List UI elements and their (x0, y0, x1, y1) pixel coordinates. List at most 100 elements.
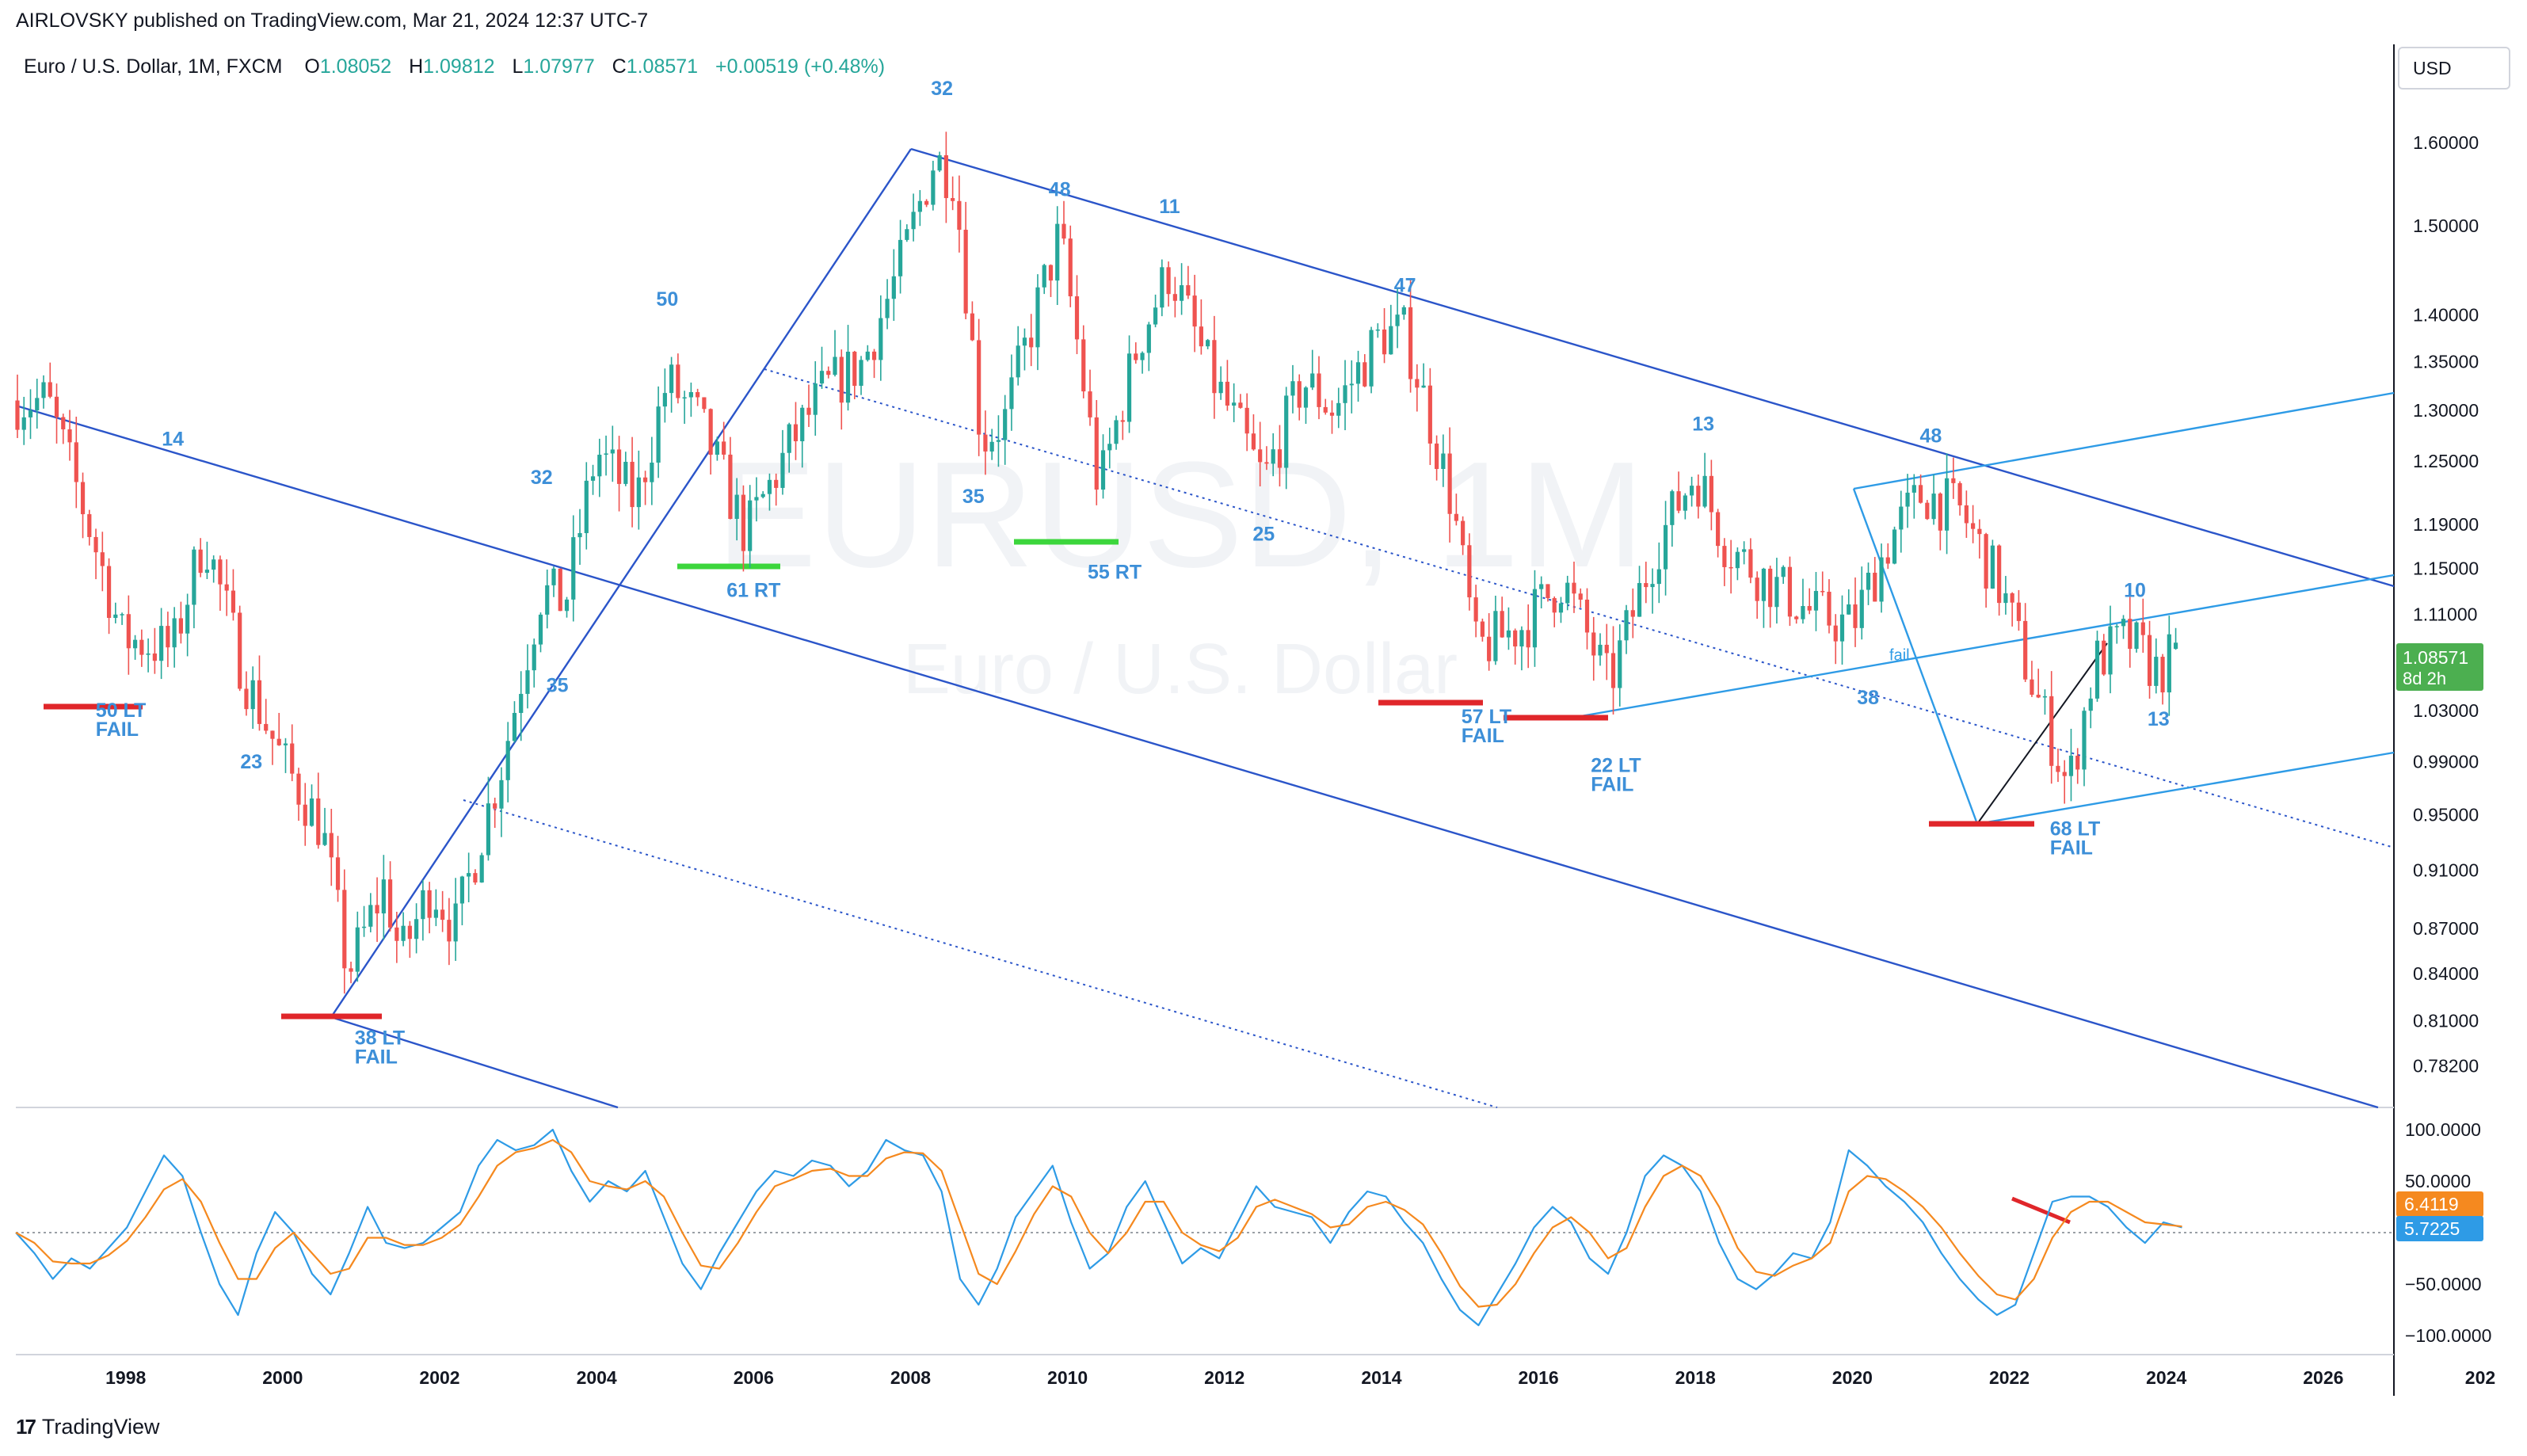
candle (551, 566, 556, 597)
candle-body (1794, 616, 1799, 619)
candle (1879, 543, 1884, 613)
candlestick-series (15, 131, 2178, 994)
candle-body (1728, 566, 1733, 569)
candle (1624, 604, 1629, 654)
candle (1467, 533, 1472, 611)
candle (2167, 616, 2171, 716)
candle-body (1408, 307, 1413, 379)
candle (564, 597, 570, 618)
candle (54, 383, 59, 444)
candle-body (642, 477, 648, 482)
candle-body (793, 424, 799, 442)
candle-body (440, 909, 445, 920)
candle (1251, 414, 1256, 451)
candle (1382, 307, 1387, 364)
candle-body (1421, 385, 1426, 388)
candle-body (1074, 296, 1080, 340)
candle-body (87, 514, 92, 537)
candle-body (185, 604, 190, 634)
candle (538, 612, 543, 653)
candle-body (493, 803, 497, 809)
candle-body (1964, 505, 1969, 524)
legend-open-label: O (304, 55, 320, 78)
candle (911, 193, 916, 242)
candle (361, 905, 367, 937)
candle (951, 176, 955, 211)
candle-body (905, 229, 909, 240)
candle (28, 389, 33, 440)
candle (447, 898, 452, 966)
wave-annotation: 11 (1159, 196, 1180, 218)
tradingview-logo[interactable]: 17 TradingView (16, 1415, 160, 1439)
candle-body (1644, 583, 1648, 588)
candle (106, 558, 112, 635)
candle-body (1016, 345, 1020, 378)
currency-box[interactable] (2398, 47, 2510, 90)
candle-body (21, 417, 26, 430)
candle-body (656, 406, 661, 463)
candle-body (421, 890, 425, 920)
candle-body (467, 873, 471, 877)
candle (682, 391, 687, 425)
candle (1696, 474, 1701, 519)
candle (806, 384, 811, 427)
candle-body (1022, 337, 1027, 346)
candle (1061, 200, 1066, 245)
candle-body (1873, 572, 1877, 602)
candle (1081, 325, 1086, 398)
legend-symbol[interactable]: Euro / U.S. Dollar, 1M, FXCM (24, 55, 283, 78)
wave-annotation-sub: FAIL (355, 1046, 398, 1069)
candle-body (35, 398, 40, 411)
candle (676, 353, 680, 404)
candle-body (2088, 698, 2093, 711)
candle (1984, 532, 1988, 608)
time-tick-label: 1998 (105, 1367, 146, 1388)
candle (636, 450, 641, 530)
candle-body (1558, 603, 1564, 613)
candle-body (983, 434, 988, 452)
candle (1349, 360, 1354, 414)
candle-body (1618, 640, 1622, 688)
candle-body (381, 879, 386, 914)
candle (1951, 457, 1956, 499)
candle (1683, 493, 1687, 520)
candle-body (1925, 502, 1930, 520)
candle-body (322, 833, 327, 845)
candle-body (139, 639, 144, 655)
candle-body (1572, 582, 1576, 594)
candle (433, 889, 438, 927)
time-tick-label: 202 (2465, 1367, 2495, 1388)
candle (1513, 628, 1518, 665)
candle-body (2068, 755, 2074, 776)
candle (845, 325, 851, 411)
time-tick-label: 2004 (577, 1367, 617, 1388)
price-tick-label: 0.87000 (2413, 918, 2479, 939)
candle (276, 712, 281, 746)
candle (1839, 595, 1845, 665)
candle-body (650, 463, 654, 482)
header-bar: AIRLOVSKY published on TradingView.com, … (0, 0, 2527, 44)
candle-body (414, 919, 419, 940)
candle (1290, 364, 1295, 414)
candle-body (100, 552, 105, 566)
candle (1088, 369, 1092, 426)
candle-body (702, 397, 707, 410)
price-tick-label: 1.30000 (2413, 400, 2479, 421)
candle (1415, 364, 1420, 412)
candle-body (1624, 610, 1629, 641)
candle-body (1349, 383, 1354, 386)
channel-bottom-line (330, 1016, 619, 1109)
candle-body (1487, 636, 1492, 661)
current-price-value: 1.08571 (2403, 647, 2468, 668)
candle-body (989, 441, 994, 452)
candle-body (1853, 604, 1858, 628)
oscillator-axis-ticks: 100.0000 50.0000 −50.0000 −100.0000 (2405, 1119, 2491, 1346)
candle (2056, 748, 2060, 783)
candle (35, 379, 40, 429)
candle (1114, 415, 1119, 450)
candle-body (1584, 599, 1590, 633)
candle (335, 836, 341, 902)
candle-body (1369, 330, 1374, 387)
candle (473, 869, 478, 885)
